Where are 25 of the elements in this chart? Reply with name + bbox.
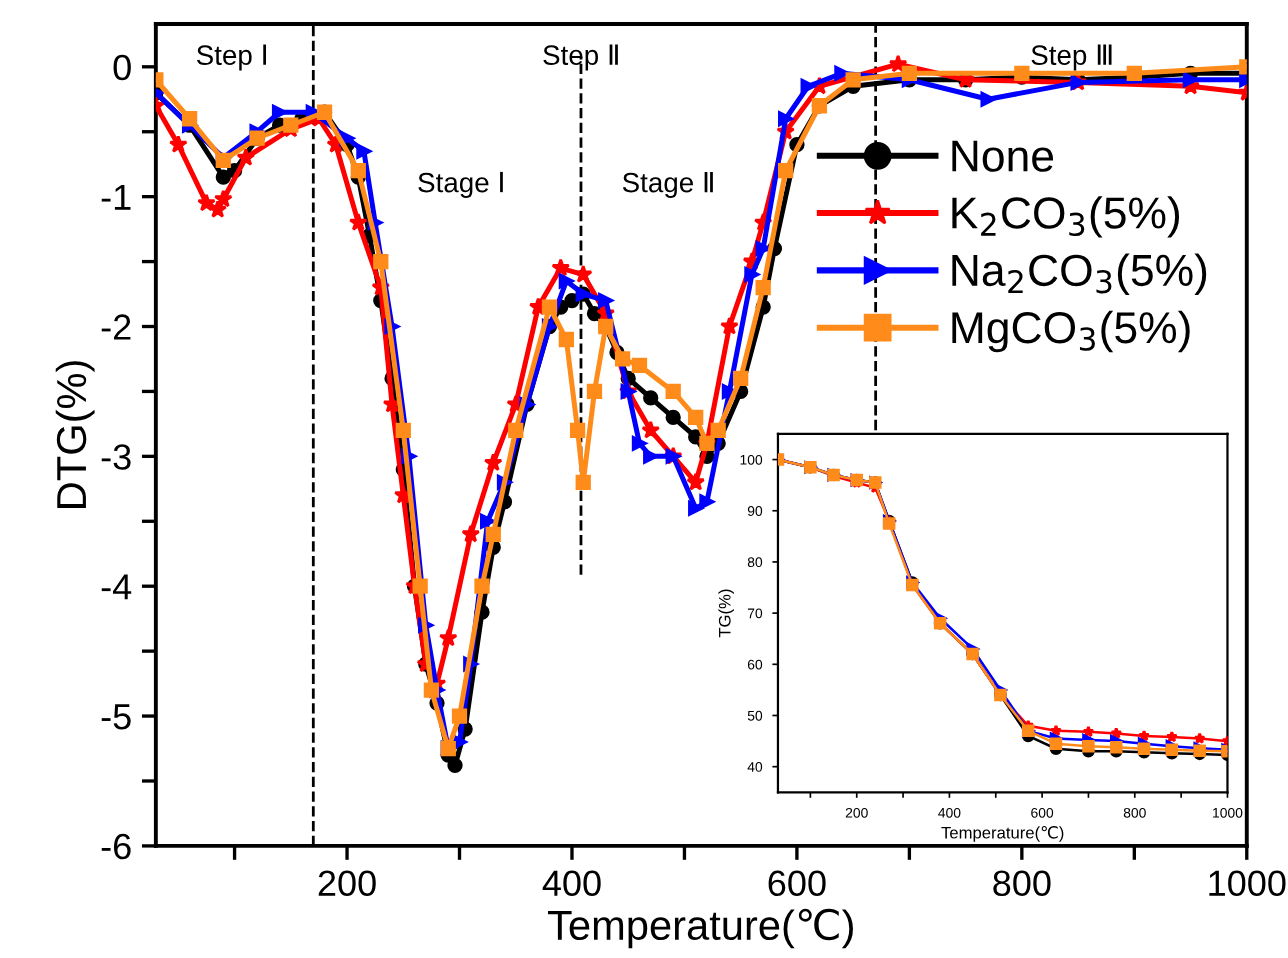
y-tick-label: 0 [113,54,131,81]
legend-label: MgCO$_{3}$(5%) [952,310,1190,353]
y-tick-label: -3 [101,444,131,470]
y-tick-label: -6 [101,833,131,860]
annotation: Stage Ⅰ [418,171,503,198]
annotation: Step Ⅱ [543,44,618,71]
y-tick-label: -4 [101,574,132,600]
annotation: Stage Ⅱ [622,171,713,198]
y-axis-title: DTG(%) [55,361,95,508]
y-tick-label: -1 [101,184,131,210]
x-axis-title: Temperature(℃) [548,908,853,949]
y-tick-label: -5 [101,704,131,730]
annotation: Step Ⅲ [1031,44,1112,71]
legend-label: K$_{2}$CO$_{3}$(5%) [952,196,1180,238]
x-tick-label: 600 [768,870,826,897]
legend-label: Na$_{2}$CO$_{3}$(5%) [952,253,1207,295]
x-tick-label: 800 [993,870,1051,897]
annotation: Step Ⅰ [196,44,267,71]
x-tick-label: 200 [318,870,376,897]
x-tick-label: 1000 [1209,870,1286,897]
legend-label: None [952,140,1054,172]
y-tick-label: -2 [101,314,131,340]
y-axis-title: TG(%) [718,589,734,638]
x-tick-label: 400 [542,870,601,897]
x-axis-title: Temperature(℃) [941,826,1064,842]
